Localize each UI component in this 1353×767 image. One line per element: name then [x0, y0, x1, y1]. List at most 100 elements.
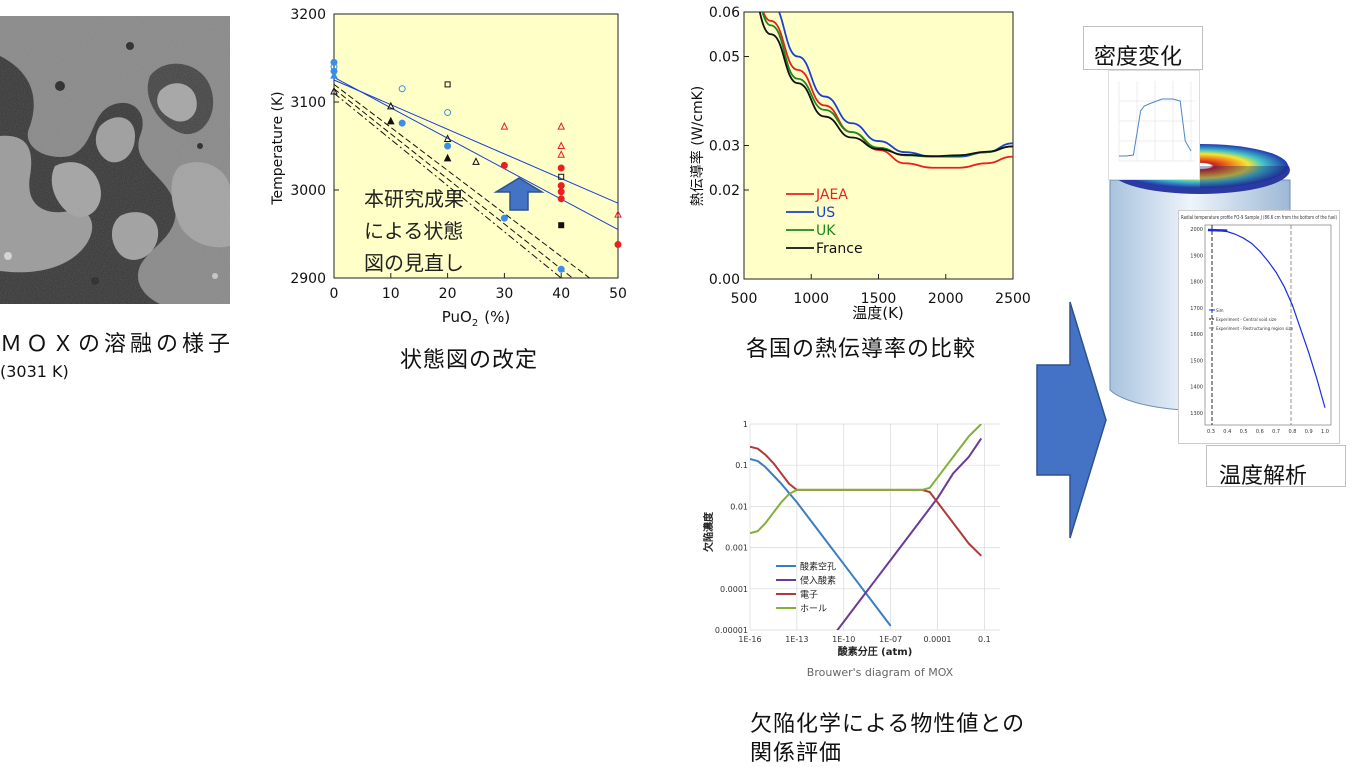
phase-diagram-caption: 状態図の改定	[400, 348, 539, 373]
phase-data-point-18	[500, 214, 508, 222]
phase-data-point-5	[330, 86, 338, 95]
conductivity-y-tick-0.05: 0.05	[709, 50, 740, 66]
temperature-curve	[1210, 229, 1326, 408]
phase-data-point-8	[398, 85, 406, 93]
temp-plot-title: Radial temperature profile FO-9 Sample J…	[1181, 215, 1337, 221]
phase-data-point-28	[557, 265, 565, 273]
phase-data-point-4	[330, 70, 338, 79]
temp-x-tick-0.6: 0.6	[1256, 429, 1264, 435]
micrograph-caption: ＭＯＸの溶融の様子	[0, 332, 235, 357]
conductivity-x-tick-2500: 2500	[995, 291, 1031, 307]
phase-data-point-15	[472, 157, 480, 165]
brouwer-series-ホール	[750, 424, 982, 535]
temp-legend-restructuring: Experiment - Restructuring region size	[1216, 326, 1294, 331]
phase-y-axis-label: Temperature (K)	[270, 91, 286, 205]
conductivity-y-tick-0.06: 0.06	[709, 5, 740, 21]
phase-fit-line-4	[333, 88, 573, 279]
brouwer-title: Brouwer's diagram of MOX	[807, 666, 954, 679]
temp-y-tick-1500: 1500	[1190, 358, 1203, 364]
conductivity-legend-France: France	[816, 241, 863, 257]
temp-legend-sim: Sim	[1216, 308, 1224, 313]
phase-data-point-30	[614, 241, 622, 249]
conductivity-x-axis-label: 温度(K)	[852, 304, 904, 322]
phase-data-point-23	[558, 173, 565, 180]
phase-data-point-21	[557, 150, 566, 158]
temp-y-tick-1700: 1700	[1190, 306, 1203, 312]
brouwer-series-侵入酸素	[836, 437, 983, 630]
brouwer-y-tick-0.00001: 0.00001	[715, 626, 748, 635]
conductivity-x-tick-1000: 1000	[793, 291, 829, 307]
temperature-profile-plot: Radial temperature profile FO-9 Sample J…	[1178, 210, 1340, 444]
brouwer-x-tick-1E-10: 1E-10	[832, 635, 855, 644]
phase-x-axis-subscript: 2	[472, 318, 478, 329]
phase-data-point-6	[386, 101, 395, 110]
phase-y-tick-3000: 3000	[290, 183, 326, 199]
brouwer-y-tick-0.01: 0.01	[730, 502, 748, 511]
conductivity-legend-UK: UK	[816, 223, 836, 239]
brouwer-y-axis-label: 欠陥濃度	[702, 511, 715, 552]
brouwer-x-tick-1E-07: 1E-07	[879, 635, 902, 644]
phase-data-point-20	[557, 141, 566, 149]
density-plot	[1108, 70, 1200, 180]
brouwer-caption-line-1: 欠陥化学による物性値との	[750, 712, 1026, 737]
conductivity-x-tick-2000: 2000	[928, 291, 964, 307]
conductivity-series-France	[758, 12, 1013, 158]
phase-x-axis-label: PuO	[442, 308, 472, 326]
phase-plot-area	[333, 13, 619, 279]
conductivity-chart: 500 1000 1500 2000 2500 0.00 0.02 0.03 0.05 0.06…	[682, 0, 1042, 325]
density-label: 密度変化	[1094, 45, 1183, 70]
temp-y-tick-1800: 1800	[1190, 280, 1203, 286]
temp-x-tick-0.5: 0.5	[1240, 429, 1248, 435]
phase-data-point-26	[557, 195, 565, 203]
phase-y-tick-3200: 3200	[290, 7, 326, 23]
brouwer-series-酸素空孔	[750, 458, 892, 627]
brouwer-y-tick-0.001: 0.001	[725, 544, 748, 553]
phase-data-point-9	[398, 119, 406, 127]
temp-x-tick-0.9: 0.9	[1305, 429, 1313, 435]
phase-x-tick-50: 50	[609, 286, 627, 302]
conductivity-legend-US: US	[816, 205, 835, 221]
temp-x-tick-0.4: 0.4	[1223, 429, 1231, 435]
brouwer-diagram-chart: 1E-16 1E-13 1E-10 1E-07 0.0001 0.1 1 0.1 0.01 0.…	[700, 412, 1010, 687]
brouwer-x-axis-label: 酸素分圧 (atm)	[838, 645, 913, 658]
phase-data-point-25	[557, 188, 565, 196]
temperature-label: 温度解析	[1219, 464, 1308, 489]
phase-annotation-line-2: による状態	[364, 219, 463, 243]
brouwer-legend-1: 酸素空孔	[800, 561, 836, 573]
brouwer-legend-3: 電子	[800, 590, 818, 601]
temp-plot-legend: Sim Experiment - Central void size Exper…	[1209, 308, 1294, 331]
conductivity-plot-area	[743, 11, 1014, 280]
phase-data-point-7	[386, 116, 395, 125]
temp-legend-central-void: Experiment - Central void size	[1216, 317, 1277, 322]
micrograph-caption-temperature: (3031 K)	[0, 362, 69, 381]
phase-annotation-line-1: 本研究成果	[364, 187, 464, 211]
conductivity-y-axis-label: 熱伝導率 (W/cmK)	[689, 86, 706, 206]
phase-data-point-13	[444, 142, 452, 150]
svg-text:PuO2(%): PuO2 (%)	[442, 308, 510, 329]
brouwer-y-tick-1: 1	[743, 420, 748, 429]
brouwer-y-tick-0.0001: 0.0001	[720, 585, 748, 594]
right-arrow-icon	[1036, 300, 1108, 540]
phase-data-point-24	[557, 182, 565, 190]
phase-y-tick-3100: 3100	[290, 95, 326, 111]
brouwer-x-tick-1E-16: 1E-16	[738, 635, 761, 644]
phase-diagram-chart: 0 10 20 30 40 50 3200 3100 3000 2900 Temperature…	[262, 0, 642, 330]
phase-x-tick-10: 10	[382, 286, 400, 302]
up-arrow-icon	[493, 177, 545, 211]
density-label-box: 密度変化	[1083, 26, 1203, 70]
temperature-label-box: 温度解析	[1206, 445, 1346, 489]
temp-y-tick-1600: 1600	[1190, 332, 1203, 338]
brouwer-y-tick-0.1: 0.1	[735, 461, 748, 470]
phase-y-tick-2900: 2900	[290, 271, 326, 287]
temp-y-tick-1900: 1900	[1190, 253, 1203, 259]
phase-data-point-17	[500, 161, 508, 169]
phase-data-point-12	[443, 134, 452, 142]
phase-x-axis-unit: (%)	[484, 308, 510, 326]
phase-data-point-11	[444, 109, 452, 117]
brouwer-caption-line-2: 関係評価	[750, 741, 843, 766]
temp-x-tick-1.0: 1.0	[1321, 429, 1329, 435]
phase-fit-line-5	[333, 92, 562, 279]
brouwer-x-tick-1E-13: 1E-13	[785, 635, 808, 644]
temp-y-tick-2000: 2000	[1190, 227, 1203, 233]
conductivity-caption: 各国の熱伝導率の比較	[746, 337, 977, 362]
